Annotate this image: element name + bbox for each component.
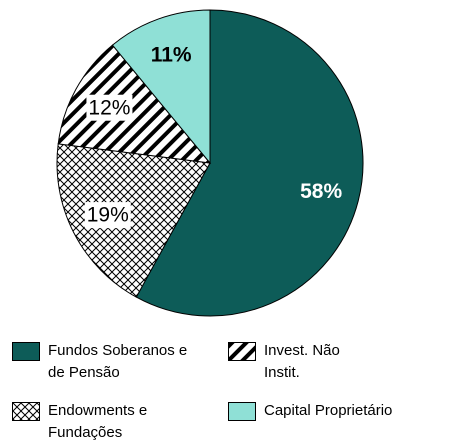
legend-swatch xyxy=(228,342,256,361)
chart: 58% 19% 12% 11% xyxy=(56,9,364,317)
legend-item: Endowments e Fundações xyxy=(12,400,188,444)
label-background xyxy=(86,94,133,121)
pie-slice xyxy=(111,9,211,165)
data-label: 19% xyxy=(87,204,129,227)
pie-slice xyxy=(56,143,211,298)
legend-label: Endowments e Fundações xyxy=(48,402,148,441)
legend-swatch xyxy=(12,342,40,361)
legend-label: Invest. Não Instit. xyxy=(264,342,340,381)
data-label: 12% xyxy=(88,96,130,119)
pie-slice xyxy=(57,44,212,164)
data-label: 58% xyxy=(300,180,342,203)
legend-item: Invest. Não Instit. xyxy=(228,340,344,384)
label-background xyxy=(84,202,131,229)
legend-label: Capital Proprietário xyxy=(264,402,393,419)
legend-item: Capital Proprietário xyxy=(228,400,456,422)
pie-slice xyxy=(135,9,364,317)
data-label: 11% xyxy=(151,44,192,67)
legend-label: Fundos Soberanos e de Pensão xyxy=(48,342,188,381)
legend-item: Fundos Soberanos e de Pensão xyxy=(12,340,208,384)
legend-swatch xyxy=(12,402,40,421)
legend-swatch xyxy=(228,402,256,421)
